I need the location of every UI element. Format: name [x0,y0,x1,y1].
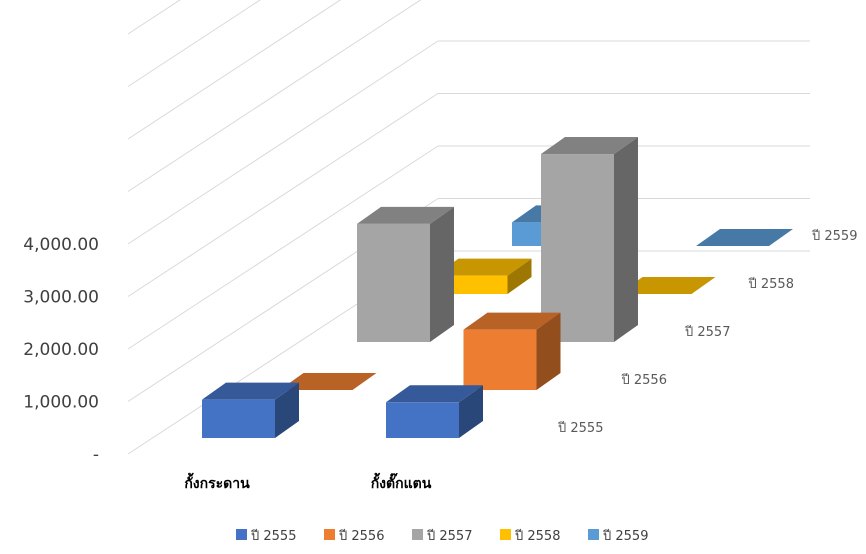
gridline-diagonal [127,145,439,350]
bar-front-face [463,329,537,390]
bar-side-face [275,382,299,438]
legend-item: ปี 2555 [236,528,296,544]
series-depth-label: ปี 2559 [811,228,857,244]
bar-top-face [696,229,793,246]
series-depth-labels: ปี 2555 ปี 2556 ปี 2557 ปี 2558 ปี 2559 [557,228,857,436]
gridline-diagonal [127,40,439,245]
y-tick-label: 2,000.00 [23,340,99,360]
legend-item: ปี 2557 [412,528,472,544]
legend-item: ปี 2556 [324,528,384,544]
bar-front-face [202,399,275,438]
bar [357,206,454,342]
bar-top-face [541,137,638,155]
legend-label: ปี 2557 [426,528,472,544]
y-tick-label: 4,000.00 [23,235,99,255]
bar-top-face [279,373,377,390]
y-axis-ticks: - 1,000.00 2,000.00 3,000.00 4,000.00 [23,235,99,465]
bar-side-face [430,206,454,342]
bar-side-face [614,137,638,342]
category-label: กั้งกระดาน [184,472,250,492]
gridline-diagonal [127,0,342,140]
y-tick-label: 1,000.00 [23,393,99,413]
y-tick-label: 3,000.00 [23,288,99,308]
gridline-diagonal [127,0,262,87]
bar-top-face [202,382,299,400]
gridline-diagonal [127,93,439,297]
legend-swatch [324,529,335,540]
series-depth-label: ปี 2557 [684,324,730,340]
bars [202,137,793,438]
legend-item: ปี 2559 [588,528,648,544]
bar [463,312,561,390]
y-tick-label: - [93,445,99,465]
bar-side-face [536,312,561,390]
bar-top-face [434,258,532,276]
series-depth-label: ปี 2555 [557,420,603,436]
series-depth-label: ปี 2556 [620,372,666,388]
bar-top-face [618,277,716,294]
legend-swatch [588,529,599,540]
bar-top-face [463,312,561,330]
legend-label: ปี 2556 [338,528,384,544]
bar-side-face [507,258,532,294]
bar [386,385,483,438]
bar [202,382,299,438]
bar-front-face [541,154,614,342]
legend-item: ปี 2558 [500,528,560,544]
category-labels: กั้งกระดาน กั้งตั๊กแตน [184,472,431,492]
gridline-diagonal [127,0,181,35]
legend-swatch [412,529,423,540]
gridline-diagonal [127,0,422,192]
category-label: กั้งตั๊กแตน [371,472,432,492]
bar [541,137,638,342]
legend-label: ปี 2558 [514,528,560,544]
bar-top-face [386,385,483,403]
bar [279,373,377,390]
bar [696,229,793,246]
legend: ปี 2555 ปี 2556 ปี 2557 ปี 2558 ปี 2559 [236,528,648,544]
legend-swatch [500,529,511,540]
legend-label: ปี 2559 [602,528,648,544]
bar-front-face [357,223,430,342]
legend-swatch [236,529,247,540]
bar-side-face [459,385,483,438]
bar-front-face [386,402,459,438]
bar-top-face [357,206,454,224]
legend-label: ปี 2555 [250,528,296,544]
series-depth-label: ปี 2558 [747,276,793,292]
bar [618,277,716,294]
